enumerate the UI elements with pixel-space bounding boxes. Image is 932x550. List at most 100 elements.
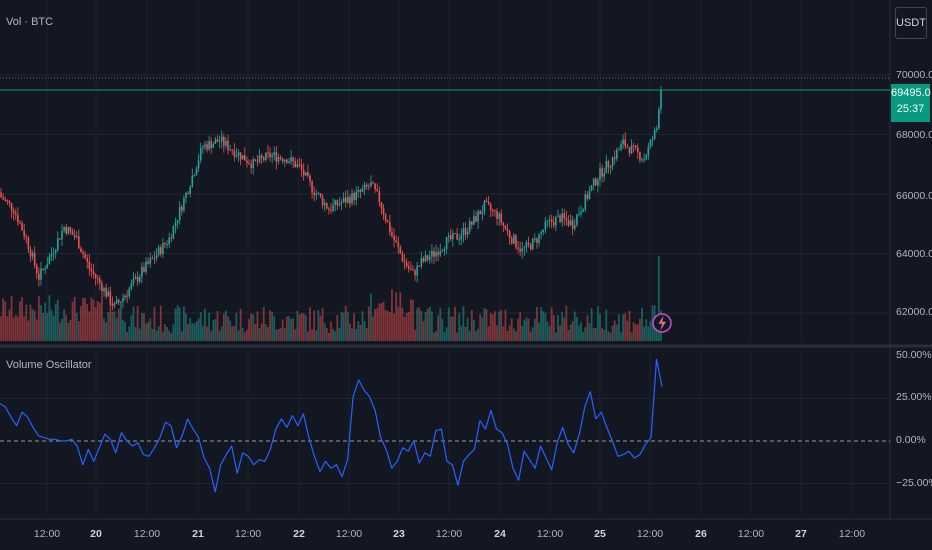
- volume-bar: [624, 313, 627, 341]
- candle-body: [410, 268, 412, 270]
- volume-bar: [122, 320, 124, 341]
- candle-body: [321, 196, 324, 206]
- volume-bar: [569, 324, 572, 341]
- volume-bar: [426, 308, 429, 341]
- volume-bar: [599, 313, 601, 341]
- candle-body: [401, 253, 404, 262]
- candle-body: [281, 158, 284, 162]
- candle-body: [300, 164, 303, 170]
- candle-body: [592, 178, 595, 186]
- volume-bar: [607, 331, 610, 341]
- candle-body: [239, 152, 242, 160]
- candle-body: [365, 184, 368, 187]
- volume-bar: [447, 307, 450, 341]
- last-price-tag: 69495.0 25:37: [891, 84, 931, 122]
- volume-bar: [54, 303, 57, 341]
- candle-body: [136, 276, 139, 282]
- candle-body: [277, 157, 280, 162]
- candle-body: [8, 201, 11, 203]
- volume-bar: [80, 306, 82, 341]
- volume-bar: [56, 299, 59, 341]
- time-axis-label: 12:00: [536, 528, 564, 540]
- candle-body: [313, 192, 315, 195]
- candle-body: [109, 291, 112, 304]
- volume-bar: [94, 307, 97, 341]
- candle-body: [27, 237, 30, 250]
- candle-body: [319, 193, 322, 197]
- candle-body: [420, 258, 423, 267]
- price-tick-label: 62000.0: [896, 306, 932, 318]
- time-axis-label: 12:00: [133, 528, 161, 540]
- oscillator-title: Volume Oscillator: [6, 359, 92, 371]
- candle-body: [517, 247, 519, 250]
- volume-bar: [567, 329, 570, 341]
- candle-body: [122, 297, 124, 302]
- oscillator-tick-label: 0.00%: [896, 434, 926, 446]
- candle-body: [471, 221, 473, 225]
- candle-body: [576, 214, 578, 226]
- volume-bar: [19, 301, 21, 341]
- volume-bar: [4, 301, 7, 341]
- volume-bar: [405, 312, 408, 341]
- volume-bar: [470, 310, 473, 341]
- candle-body: [218, 141, 221, 143]
- volume-bar: [180, 331, 183, 341]
- candle-body: [204, 144, 206, 147]
- volume-bar: [506, 331, 509, 341]
- volume-bar: [46, 312, 49, 341]
- candle-body: [35, 265, 38, 274]
- volume-bar: [355, 329, 358, 341]
- volume-bar: [334, 331, 337, 341]
- volume-bar: [212, 320, 215, 341]
- volume-bar: [246, 329, 248, 341]
- volume-bar: [176, 305, 179, 341]
- volume-bar: [563, 317, 566, 341]
- price-level-lines: [0, 77, 890, 91]
- time-axis-label: 27: [795, 528, 807, 540]
- candle-body: [216, 139, 219, 142]
- candle-body: [649, 139, 652, 147]
- volume-bar: [378, 303, 381, 341]
- candlestick-series[interactable]: [0, 85, 662, 311]
- oscillator-series[interactable]: [0, 358, 663, 493]
- candle-body: [416, 265, 418, 276]
- volume-bar: [641, 307, 643, 341]
- candle-countdown: 25:37: [896, 102, 925, 115]
- volume-bar: [0, 316, 2, 341]
- volume-bar: [475, 331, 477, 341]
- candle-body: [10, 202, 13, 211]
- candle-body: [435, 251, 437, 257]
- candle-body: [134, 276, 137, 279]
- candle-body: [46, 264, 49, 269]
- volume-bar: [544, 312, 547, 341]
- volume-bar: [540, 307, 543, 341]
- candle-body: [288, 161, 290, 164]
- candle-body: [458, 239, 460, 241]
- candle-body: [6, 199, 9, 202]
- candle-body: [466, 231, 469, 235]
- lightning-icon[interactable]: [652, 313, 672, 333]
- volume-bar: [63, 309, 65, 341]
- volume-bar: [309, 307, 311, 341]
- candle-body: [14, 213, 17, 215]
- candle-body: [368, 186, 370, 188]
- volume-bar: [529, 331, 532, 341]
- volume-bar: [554, 332, 557, 341]
- candle-body: [80, 248, 82, 253]
- candle-body: [464, 228, 467, 235]
- volume-bar: [193, 323, 196, 341]
- volume-bar: [157, 326, 160, 341]
- candle-body: [546, 220, 549, 222]
- volume-bar: [452, 316, 454, 341]
- volume-bar: [25, 304, 28, 341]
- candle-body: [256, 160, 259, 162]
- candle-body: [103, 287, 105, 292]
- candle-body: [2, 197, 4, 200]
- volume-bar: [315, 330, 318, 341]
- currency-button[interactable]: USDT: [895, 7, 927, 39]
- candle-body: [4, 199, 7, 201]
- candle-body: [382, 208, 385, 215]
- candle-body: [290, 157, 292, 162]
- candle-body: [191, 175, 194, 188]
